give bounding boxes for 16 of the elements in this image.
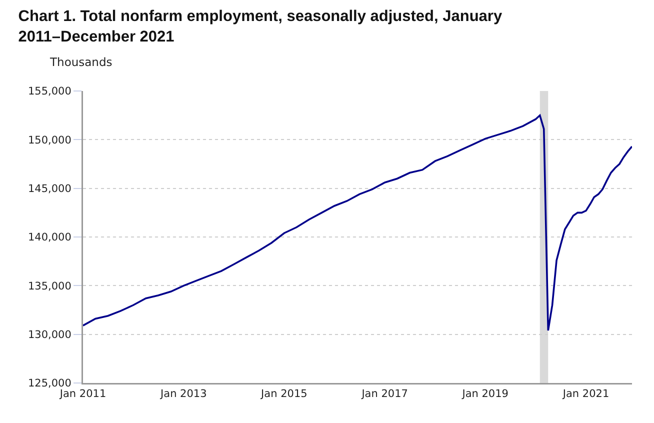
y-tick-label: 155,000 <box>28 86 72 98</box>
y-tick-label: 145,000 <box>28 183 72 196</box>
x-tick-label: Jan 2021 <box>562 388 610 400</box>
y-tick-label: 125,000 <box>28 378 72 390</box>
y-tick-label: 135,000 <box>28 280 72 292</box>
y-tick-label: 150,000 <box>28 134 72 146</box>
chart-title: Chart 1. Total nonfarm employment, seasonally adjusted, January 2011–December 2021 <box>18 8 502 46</box>
y-tick-label: 140,000 <box>28 232 72 244</box>
x-tick-label: Jan 2019 <box>461 388 508 400</box>
line-series <box>83 114 632 332</box>
y-tick-label: 130,000 <box>28 329 72 342</box>
x-tick-label: Jan 2013 <box>160 388 207 400</box>
x-tick-label: Jan 2015 <box>260 388 308 400</box>
x-tick-label: Jan 2011 <box>58 388 106 400</box>
x-tick-label: Jan 2017 <box>360 388 408 400</box>
y-axis-title: Thousands <box>49 55 112 69</box>
